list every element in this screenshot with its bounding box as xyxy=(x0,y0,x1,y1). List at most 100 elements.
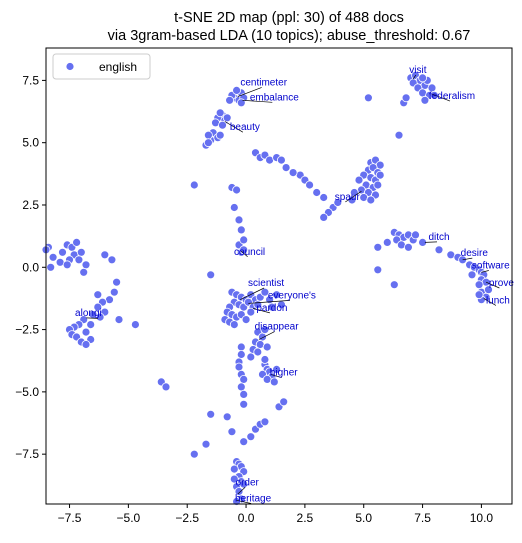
annotation-arrow xyxy=(241,250,248,258)
data-point xyxy=(203,138,213,148)
legend: english xyxy=(52,53,151,80)
x-tick-label: −5.0 xyxy=(117,511,141,525)
data-point xyxy=(267,302,277,312)
data-point xyxy=(236,350,246,359)
data-point xyxy=(218,120,227,130)
data-point xyxy=(246,307,256,317)
data-point xyxy=(48,252,58,262)
data-point xyxy=(474,280,484,290)
annotation-arrow xyxy=(424,241,438,243)
annotation-arrow xyxy=(253,308,270,314)
data-point xyxy=(189,449,199,459)
plot-frame xyxy=(45,47,513,505)
data-point xyxy=(161,382,171,392)
x-axis: −7.5 −5.0 −2.5 0.0 2.5 5.0 7.5 10.0 xyxy=(58,504,493,525)
annotation-label: higher xyxy=(270,368,298,379)
annotation-label: beauty xyxy=(230,122,260,133)
data-point xyxy=(420,95,430,105)
data-point xyxy=(236,225,246,235)
annotation-arrow xyxy=(86,317,98,319)
data-point xyxy=(389,280,399,290)
annotation-arrow xyxy=(242,99,273,103)
data-point xyxy=(234,362,244,372)
annotation-label: embalance xyxy=(250,92,299,103)
data-point xyxy=(375,170,385,180)
data-point xyxy=(107,255,117,265)
data-point xyxy=(333,198,343,207)
data-point xyxy=(72,237,81,247)
annotation-label: council xyxy=(234,247,265,258)
annotation-arrow xyxy=(483,298,497,306)
annotation-label: spaur xyxy=(335,192,361,203)
annotation-arrow xyxy=(224,121,244,133)
data-point xyxy=(281,163,291,173)
data-point xyxy=(203,130,213,140)
annotation-arrow xyxy=(240,287,265,301)
annotation-label: centimeter xyxy=(240,77,287,88)
data-point xyxy=(474,290,484,300)
data-point xyxy=(366,195,376,205)
y-tick-label: −7.5 xyxy=(15,447,39,461)
y-tick-label: 2.5 xyxy=(22,198,39,212)
data-point xyxy=(81,327,91,337)
data-point xyxy=(260,287,270,297)
x-tick-label: 0.0 xyxy=(238,511,255,525)
data-point xyxy=(206,270,216,280)
data-point xyxy=(215,108,225,118)
data-point xyxy=(319,193,329,202)
y-tick-label: 5.0 xyxy=(22,136,39,150)
data-point xyxy=(382,237,392,247)
annotation-label: disappear xyxy=(255,322,300,333)
data-point xyxy=(260,325,270,335)
data-point xyxy=(394,130,404,140)
data-point xyxy=(272,290,282,300)
data-point xyxy=(236,382,246,392)
data-point xyxy=(62,260,72,270)
y-tick-label: 7.5 xyxy=(22,73,39,87)
annotation-arrow xyxy=(412,74,417,80)
data-point xyxy=(229,464,239,474)
annotation-label: everyone's xyxy=(268,290,316,301)
annotation-label: software xyxy=(472,261,510,272)
data-point xyxy=(88,310,98,320)
data-point xyxy=(236,98,246,108)
data-point xyxy=(246,352,256,362)
annotation-arrow xyxy=(236,499,252,504)
data-point xyxy=(81,260,91,270)
annotation-label: desire xyxy=(461,248,489,259)
data-point xyxy=(373,265,383,275)
data-point xyxy=(312,188,322,197)
data-point xyxy=(288,168,298,178)
annotation-label: alongi xyxy=(75,308,102,319)
data-point xyxy=(239,399,249,409)
data-point xyxy=(319,212,329,222)
data-point xyxy=(276,155,286,165)
x-tick-label: −7.5 xyxy=(58,511,82,525)
data-point xyxy=(229,320,239,330)
data-point xyxy=(484,285,493,295)
legend-marker-english xyxy=(65,62,75,71)
data-point xyxy=(93,290,103,300)
data-point xyxy=(403,242,413,252)
annotation-arrow xyxy=(485,281,500,289)
data-point xyxy=(232,185,242,195)
y-tick-label: 0.0 xyxy=(22,260,39,274)
data-point xyxy=(206,409,216,419)
annotation-label: heritage xyxy=(235,494,272,505)
annotation-arrow xyxy=(345,191,362,203)
data-point xyxy=(130,320,140,330)
data-point xyxy=(109,287,119,297)
data-point xyxy=(272,364,282,374)
annotation-arrow xyxy=(462,257,473,261)
annotation-label: federalism xyxy=(429,91,475,102)
data-point xyxy=(225,95,235,105)
annotation-label: visit xyxy=(409,65,426,76)
data-point xyxy=(229,203,239,212)
data-point xyxy=(229,474,239,484)
data-point xyxy=(222,113,232,123)
data-point xyxy=(434,245,444,255)
annotation-arrow xyxy=(431,93,451,102)
data-point xyxy=(260,355,270,364)
data-point xyxy=(114,315,124,325)
data-point xyxy=(79,267,89,277)
